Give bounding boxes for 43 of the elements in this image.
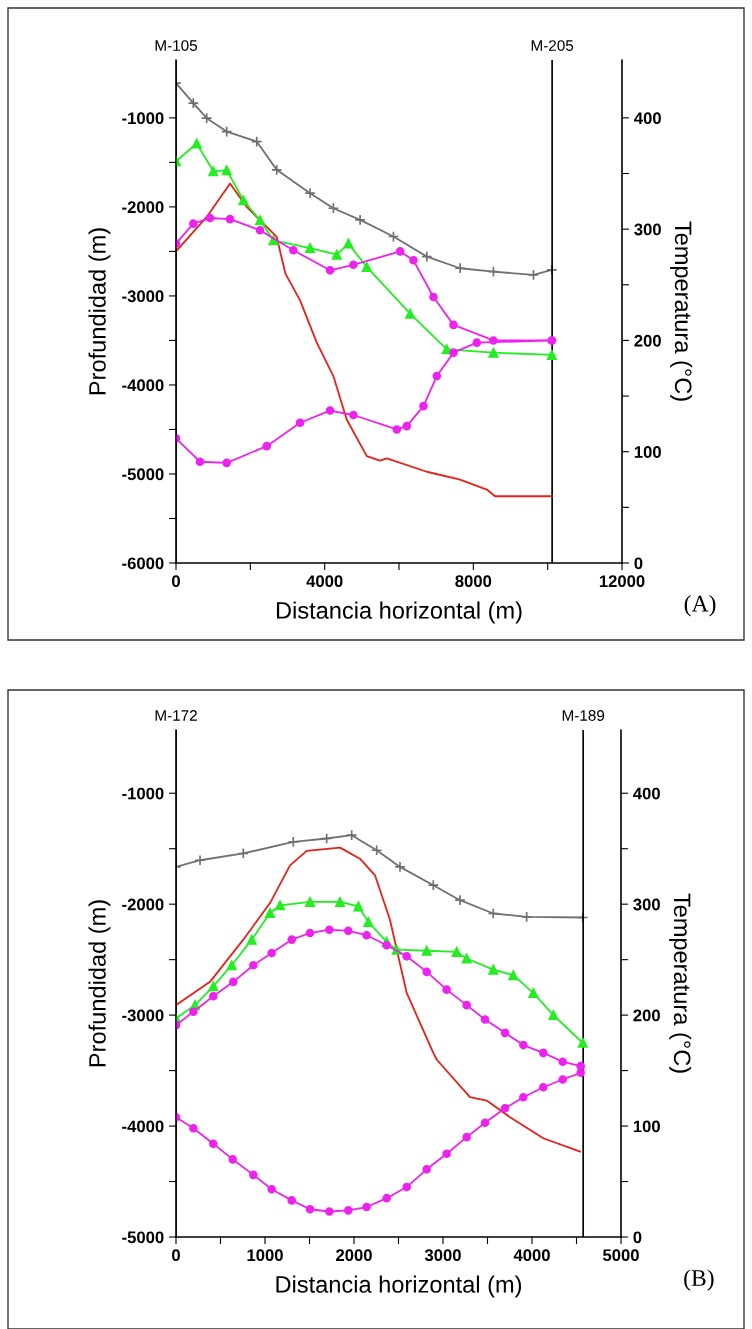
- y-axis-title: Profundidad (m): [88, 900, 111, 1067]
- x-tick-label: 4000: [513, 1249, 550, 1262]
- y-tick-label: -2000: [122, 201, 164, 214]
- x-axis-title: Distancia horizontal (m): [276, 601, 522, 624]
- x-tick-label: 0: [172, 1249, 180, 1262]
- x-tick-label: 8000: [455, 575, 492, 588]
- y2-tick-label: 200: [634, 334, 661, 347]
- y2-tick-label: 400: [633, 787, 660, 800]
- y-tick-label: -6000: [122, 557, 164, 570]
- text: (B): [684, 1269, 714, 1291]
- y2-axis-title: Temperatura (°C): [669, 893, 692, 1073]
- y2-tick-label: 100: [634, 446, 661, 458]
- y-tick-label: -2000: [122, 898, 164, 911]
- y-tick-label: -5000: [122, 468, 164, 481]
- x-tick-label: 0: [172, 575, 180, 588]
- y-axis-title: Profundidad (m): [88, 228, 111, 395]
- x-tick-label: 2000: [336, 1249, 372, 1262]
- y2-tick-label: 400: [634, 112, 661, 125]
- ref-line-label: M-189: [562, 710, 605, 721]
- x-tick-label: 4000: [306, 575, 343, 588]
- y-tick-label: -5000: [122, 1231, 164, 1244]
- x-axis-title: Distancia horizontal (m): [276, 1275, 522, 1298]
- y2-axis-title: Temperatura (°C): [670, 221, 693, 401]
- y-tick-label: -3000: [122, 290, 164, 303]
- y2-tick-label: 0: [634, 557, 643, 570]
- y-tick-label: -4000: [122, 1120, 164, 1133]
- y2-tick-label: 300: [634, 223, 661, 236]
- y2-tick-label: 300: [633, 898, 660, 911]
- text: (A): [684, 595, 716, 617]
- y-tick-label: -4000: [122, 379, 164, 392]
- y-tick-label: -3000: [122, 1009, 164, 1022]
- ref-line-label: M-105: [155, 40, 198, 51]
- x-tick-label: 5000: [602, 1249, 639, 1262]
- ref-line-label: M-205: [531, 40, 574, 51]
- x-tick-label: 12000: [599, 575, 645, 588]
- ref-line-label: M-172: [155, 710, 197, 721]
- y2-tick-label: 100: [633, 1120, 660, 1133]
- y2-tick-label: 200: [633, 1009, 660, 1022]
- y-tick-label: -1000: [122, 787, 164, 800]
- x-tick-label: 1000: [247, 1249, 283, 1262]
- x-tick-label: 3000: [424, 1249, 461, 1262]
- y-tick-label: -1000: [122, 112, 164, 125]
- y2-tick-label: 0: [633, 1231, 642, 1244]
